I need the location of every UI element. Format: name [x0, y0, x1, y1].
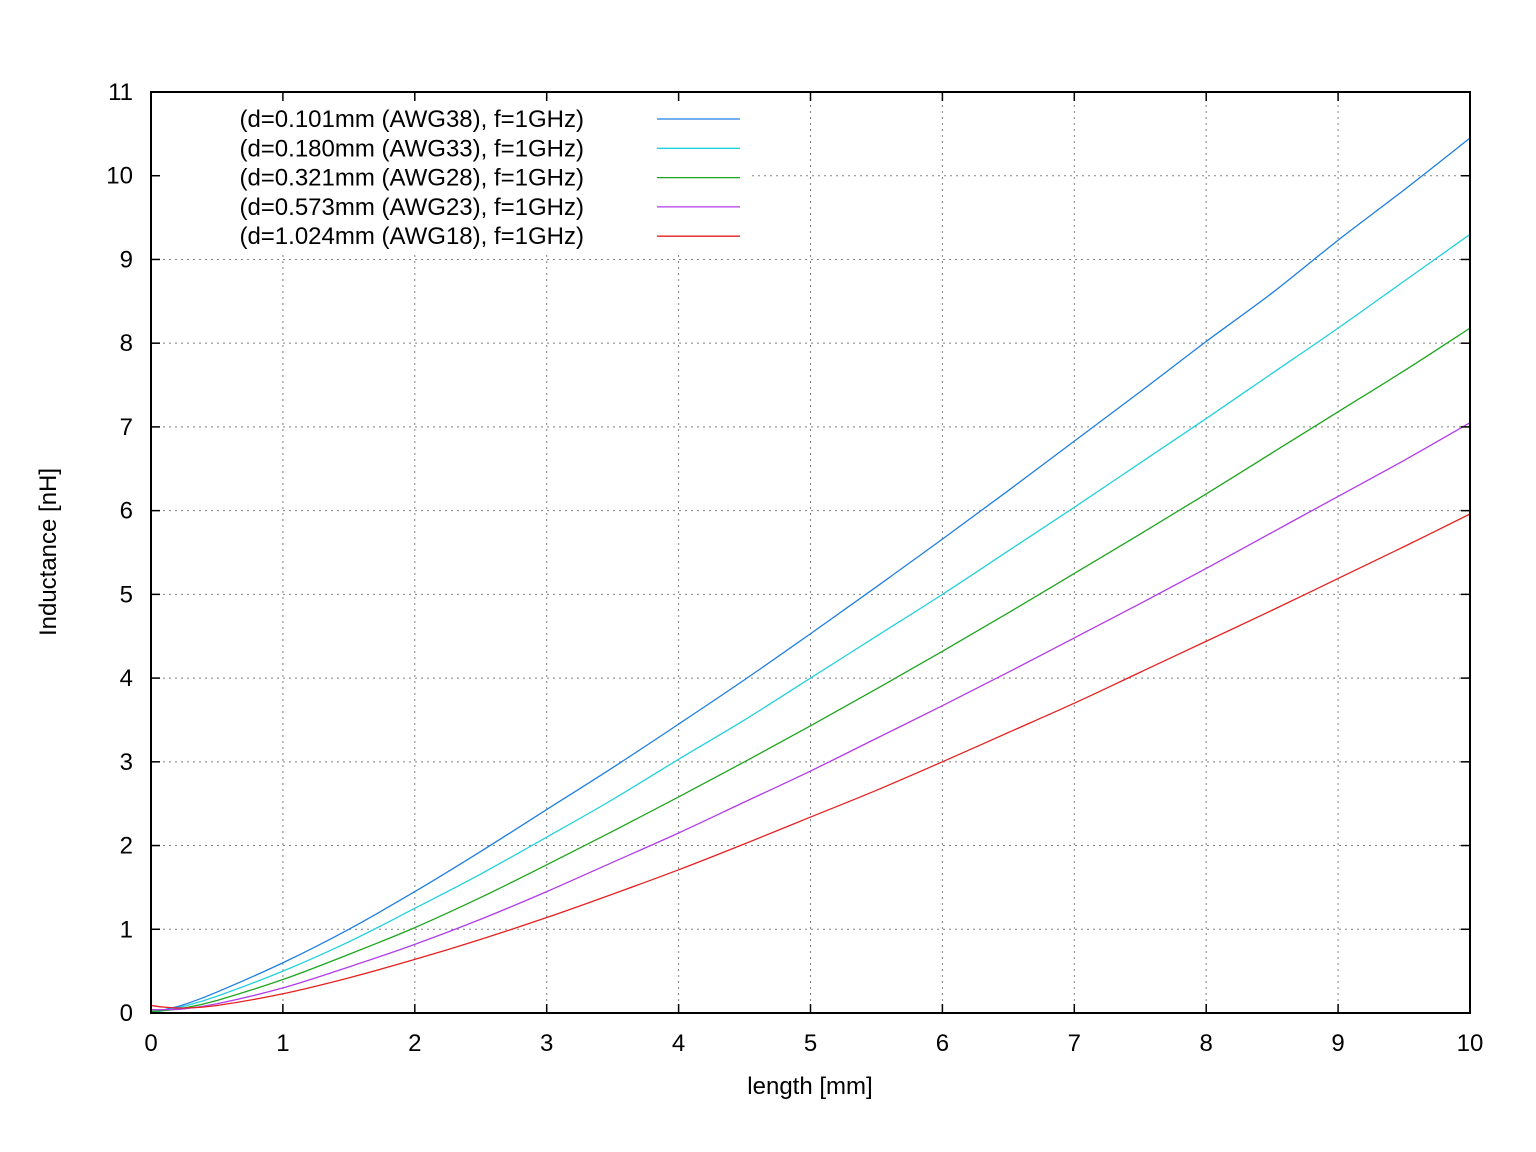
series-line-1: [150, 137, 1471, 1014]
x-tick-label: 8: [1200, 1030, 1213, 1057]
y-tick-label: 0: [120, 1000, 133, 1027]
y-tick-label: 11: [108, 79, 133, 106]
grid-layer: [151, 92, 1470, 1013]
y-tick-label: 3: [120, 749, 133, 776]
legend-label: (d=0.321mm (AWG28), f=1GHz): [239, 165, 584, 192]
x-tick-labels: 0 1 2 3 4 5 6 7 8 9 10: [144, 1030, 1483, 1057]
x-tick-label: 7: [1068, 1030, 1081, 1057]
x-tick-label: 10: [1457, 1030, 1484, 1057]
series-line-5: [150, 513, 1471, 1009]
series-layer: [150, 137, 1471, 1014]
x-tick-label: 5: [804, 1030, 817, 1057]
x-tick-label: 4: [672, 1030, 685, 1057]
y-tick-label: 7: [120, 414, 133, 441]
legend: (d=0.101mm (AWG38), f=1GHz)(d=0.180mm (A…: [239, 106, 740, 250]
x-tick-label: 1: [276, 1030, 289, 1057]
y-tick-labels: 0 1 2 3 4 5 6 7 8 9 10 11: [106, 79, 133, 1027]
legend-label: (d=1.024mm (AWG18), f=1GHz): [239, 223, 584, 250]
y-tick-label: 10: [106, 163, 133, 190]
y-tick-label: 1: [120, 916, 133, 943]
series-line-3: [150, 327, 1471, 1012]
x-axis-title: length [mm]: [747, 1073, 872, 1100]
y-tick-label: 9: [120, 246, 133, 273]
y-tick-label: 4: [120, 665, 133, 692]
y-tick-label: 6: [120, 498, 133, 525]
y-axis-title: Inductance [nH]: [35, 468, 62, 636]
x-tick-label: 2: [408, 1030, 421, 1057]
y-tick-label: 5: [120, 581, 133, 608]
x-tick-label: 3: [540, 1030, 553, 1057]
x-tick-label: 0: [144, 1030, 157, 1057]
legend-label: (d=0.573mm (AWG23), f=1GHz): [239, 194, 584, 221]
x-tick-label: 6: [936, 1030, 949, 1057]
series-line-4: [150, 422, 1471, 1011]
series-line-2: [150, 233, 1471, 1014]
legend-label: (d=0.101mm (AWG38), f=1GHz): [239, 106, 584, 133]
x-tick-label: 9: [1331, 1030, 1344, 1057]
y-tick-label: 2: [120, 833, 133, 860]
tick-layer: [150, 91, 1471, 1014]
y-tick-label: 8: [120, 330, 133, 357]
legend-label: (d=0.180mm (AWG33), f=1GHz): [239, 135, 584, 162]
